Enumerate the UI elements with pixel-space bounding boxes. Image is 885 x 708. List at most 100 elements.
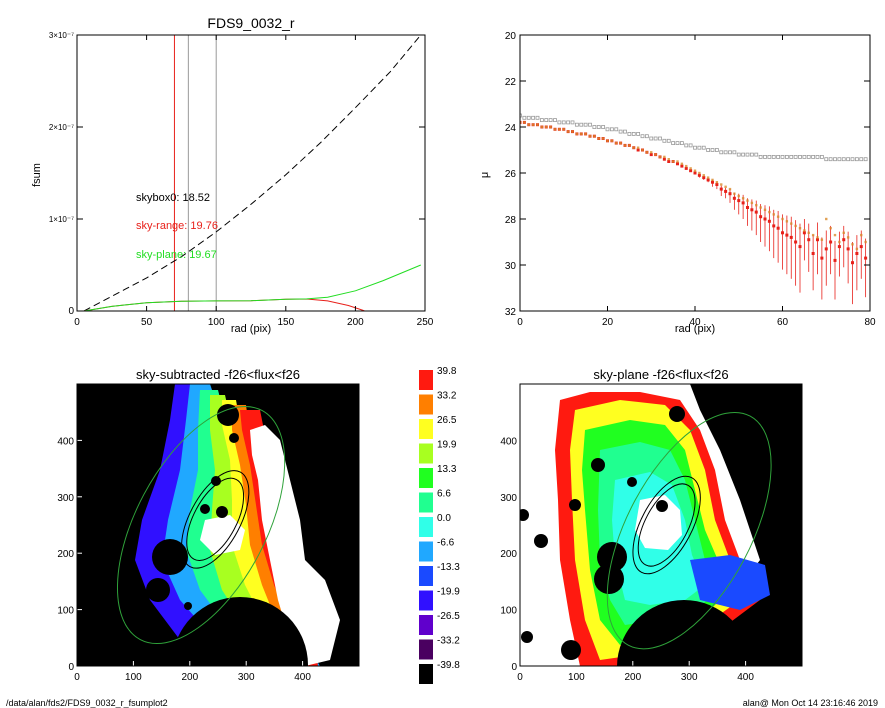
data-point bbox=[676, 160, 679, 163]
data-point bbox=[523, 121, 526, 124]
y-tick-label: 100 bbox=[500, 606, 517, 617]
colorbar-label: -13.3 bbox=[437, 562, 460, 573]
colorbar-label: 0.0 bbox=[437, 513, 451, 524]
data-point bbox=[859, 157, 864, 162]
data-point bbox=[803, 229, 806, 232]
colorbar-label: 6.6 bbox=[437, 489, 451, 500]
data-point bbox=[667, 158, 670, 161]
data-point bbox=[540, 125, 544, 129]
data-point bbox=[723, 150, 728, 155]
colorbar-label: -33.2 bbox=[437, 636, 460, 647]
data-point bbox=[825, 217, 828, 221]
data-point bbox=[837, 245, 841, 249]
data-point bbox=[649, 153, 653, 157]
data-point bbox=[784, 154, 789, 159]
data-point bbox=[714, 148, 719, 152]
data-point bbox=[715, 183, 719, 186]
data-point bbox=[609, 127, 614, 132]
aperture-ellipse bbox=[606, 411, 772, 650]
data-point bbox=[710, 148, 715, 152]
data-point bbox=[776, 226, 780, 230]
data-point bbox=[641, 148, 644, 152]
sky-plane-title: sky-plane -f26<flux<f26 bbox=[593, 367, 728, 382]
data-point bbox=[601, 125, 606, 129]
data-point bbox=[846, 236, 850, 239]
fsum-xlabel: rad (pix) bbox=[231, 323, 271, 335]
y-tick-label: 26 bbox=[505, 169, 517, 180]
colorbar-label: 33.2 bbox=[437, 391, 457, 402]
data-point bbox=[631, 131, 636, 136]
x-tick-label: 300 bbox=[238, 672, 255, 683]
x-tick-label: 250 bbox=[417, 317, 434, 328]
data-point bbox=[781, 217, 784, 221]
x-tick-label: 200 bbox=[624, 672, 641, 683]
data-point bbox=[811, 252, 815, 255]
y-tick-label: 32 bbox=[505, 307, 517, 318]
footer-timestamp: alan@ Mon Oct 14 23:16:46 2019 bbox=[743, 698, 878, 708]
x-tick-label: 100 bbox=[208, 317, 225, 328]
data-point bbox=[811, 233, 815, 237]
data-point bbox=[793, 154, 798, 159]
x-tick-label: 0 bbox=[74, 672, 80, 683]
data-point bbox=[684, 166, 688, 170]
data-point bbox=[863, 157, 868, 162]
mu-plot: 0 20 40 60 80 20 22 24 26 28 30 32 rad (pix) μ bbox=[479, 31, 876, 335]
data-point bbox=[618, 129, 623, 134]
data-point bbox=[749, 152, 754, 157]
data-point bbox=[767, 154, 772, 159]
x-tick-label: 0 bbox=[517, 672, 523, 683]
data-point bbox=[806, 154, 811, 159]
x-tick-label: 40 bbox=[689, 317, 701, 328]
data-point bbox=[545, 125, 548, 129]
data-point bbox=[851, 243, 854, 246]
y-tick-label: 300 bbox=[500, 493, 517, 504]
data-point bbox=[698, 171, 701, 175]
data-point bbox=[789, 235, 793, 239]
colorbar-label: 26.5 bbox=[437, 415, 457, 426]
data-point bbox=[741, 152, 746, 157]
x-tick-label: 0 bbox=[74, 317, 80, 328]
sky-subtracted-map: sky-subtracted -f26<flux<f26 0 100 200 300 4… bbox=[57, 367, 360, 683]
colorbar: 39.8 33.2 26.5 19.9 13.3 6.6 0.0 -6.6 -13.3 -19.9… bbox=[419, 366, 460, 684]
colorbar-swatch bbox=[419, 419, 433, 439]
y-tick-label: 400 bbox=[57, 436, 74, 447]
colorbar-swatch bbox=[419, 394, 433, 415]
data-point bbox=[649, 136, 654, 141]
data-point bbox=[632, 146, 635, 149]
data-point bbox=[820, 238, 824, 241]
data-point bbox=[606, 139, 609, 142]
data-point bbox=[570, 120, 575, 125]
data-point bbox=[828, 157, 833, 162]
data-point bbox=[798, 227, 802, 230]
data-point bbox=[741, 201, 745, 205]
x-tick-label: 400 bbox=[294, 672, 311, 683]
data-point bbox=[854, 157, 859, 162]
data-point bbox=[754, 210, 758, 214]
x-tick-label: 60 bbox=[777, 317, 789, 328]
data-point bbox=[535, 115, 540, 120]
data-point bbox=[688, 143, 693, 148]
data-point bbox=[671, 160, 675, 163]
data-point bbox=[675, 141, 680, 146]
aperture-ellipse bbox=[180, 470, 250, 569]
data-point bbox=[640, 134, 645, 139]
y-tick-label: 400 bbox=[500, 436, 517, 447]
colorbar-swatch bbox=[419, 590, 433, 611]
colorbar-swatch bbox=[419, 468, 433, 488]
colorbar-label: 19.9 bbox=[437, 440, 457, 451]
data-point bbox=[794, 240, 798, 244]
data-point bbox=[650, 151, 653, 154]
footer-path: /data/alan/fds2/FDS9_0032_r_fsumplot2 bbox=[6, 698, 168, 708]
data-point bbox=[750, 208, 754, 212]
data-point bbox=[693, 169, 697, 172]
data-point bbox=[724, 189, 728, 193]
data-point bbox=[824, 157, 829, 162]
colorbar-swatch bbox=[419, 370, 433, 390]
data-point bbox=[837, 157, 842, 162]
colorbar-swatch bbox=[419, 639, 433, 660]
data-point bbox=[841, 157, 846, 162]
y-tick-label: 22 bbox=[505, 77, 517, 88]
data-point bbox=[685, 164, 688, 168]
data-point bbox=[724, 185, 727, 188]
